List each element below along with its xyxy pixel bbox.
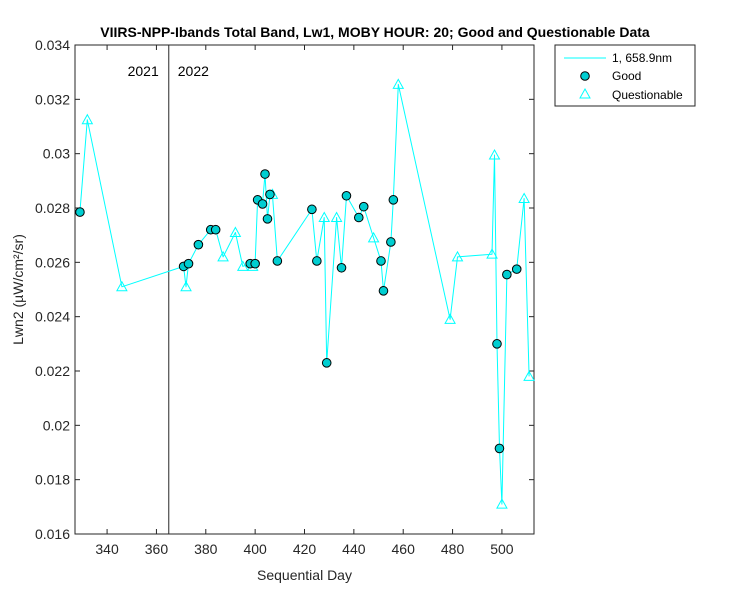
good-point xyxy=(321,358,332,368)
good-point xyxy=(250,258,260,269)
questionable-point xyxy=(486,248,498,259)
year-label-2021: 2021 xyxy=(128,63,159,79)
questionable-point xyxy=(392,78,405,89)
questionable-point xyxy=(518,192,530,203)
x-tick-label: 420 xyxy=(293,541,317,557)
good-point xyxy=(307,204,317,215)
good-point xyxy=(378,286,389,296)
questionable-point xyxy=(496,498,508,509)
good-point xyxy=(502,269,512,280)
y-axis-label: Lwn2 (µW/cm²/sr) xyxy=(10,234,26,345)
good-point xyxy=(183,258,194,269)
good-point xyxy=(210,224,221,235)
questionable-point xyxy=(318,211,331,223)
good-point xyxy=(358,201,369,212)
good-point xyxy=(492,339,502,349)
questionable-point xyxy=(444,313,456,324)
good-point xyxy=(262,214,273,224)
questionable-point xyxy=(236,260,249,271)
good-point xyxy=(312,256,322,266)
y-tick-label: 0.026 xyxy=(35,254,70,270)
legend-label-good: Good xyxy=(612,69,641,83)
x-tick-label: 440 xyxy=(342,541,366,557)
x-axis-label: Sequential Day xyxy=(257,567,352,583)
x-tick-label: 380 xyxy=(194,541,218,557)
good-point xyxy=(388,195,399,205)
y-tick-label: 0.032 xyxy=(35,91,70,107)
good-point xyxy=(353,212,364,223)
legend-marker-questionable xyxy=(579,87,591,99)
good-point xyxy=(272,256,283,266)
y-tick-label: 0.022 xyxy=(35,363,70,379)
questionable-point xyxy=(217,250,229,262)
questionable-point xyxy=(488,148,501,160)
y-tick-label: 0.034 xyxy=(35,37,70,53)
x-tick-label: 340 xyxy=(95,541,119,557)
legend-label-line: 1, 658.9nm xyxy=(612,51,672,65)
good-point xyxy=(386,237,396,247)
plot-area xyxy=(74,44,535,535)
good-point xyxy=(265,189,275,200)
legend: 1, 658.9nm Good Questionable xyxy=(554,44,696,107)
x-tick-label: 500 xyxy=(490,541,514,557)
y-tick-label: 0.02 xyxy=(43,417,70,433)
questionable-point xyxy=(229,226,242,237)
x-tick-label: 360 xyxy=(145,541,169,557)
x-tick-label: 400 xyxy=(243,541,267,557)
chart-title: VIIRS-NPP-Ibands Total Band, Lw1, MOBY H… xyxy=(100,24,650,40)
good-point xyxy=(511,264,522,274)
questionable-point xyxy=(180,280,192,292)
good-point xyxy=(341,190,352,201)
good-point xyxy=(193,239,204,250)
questionable-point xyxy=(451,250,464,262)
questionable-point xyxy=(330,211,343,223)
y-tick-label: 0.018 xyxy=(35,472,70,488)
legend-marker-good xyxy=(580,71,590,81)
y-tick-label: 0.03 xyxy=(43,146,70,162)
legend-label-questionable: Questionable xyxy=(612,88,683,102)
y-axis-ticks: 0.016 0.018 0.02 0.022 0.024 0.026 0.028 0.03 0.… xyxy=(35,37,534,542)
good-point xyxy=(260,169,270,179)
x-tick-label: 480 xyxy=(441,541,465,557)
questionable-point xyxy=(81,113,94,125)
questionable-point xyxy=(367,231,380,243)
legend-box xyxy=(554,44,696,107)
questionable-point xyxy=(523,370,535,381)
good-point xyxy=(376,256,386,266)
data-series xyxy=(75,78,535,509)
good-point xyxy=(257,199,268,209)
y-tick-label: 0.016 xyxy=(35,526,70,542)
x-tick-label: 460 xyxy=(392,541,416,557)
x-axis-ticks: 340 360 380 400 420 440 460 480 500 xyxy=(95,45,514,557)
good-point xyxy=(75,207,85,217)
good-point xyxy=(336,262,347,273)
year-label-2022: 2022 xyxy=(178,63,209,79)
good-point xyxy=(494,443,505,454)
y-tick-label: 0.028 xyxy=(35,200,70,216)
questionable-point xyxy=(116,280,128,292)
y-tick-label: 0.024 xyxy=(35,309,70,325)
